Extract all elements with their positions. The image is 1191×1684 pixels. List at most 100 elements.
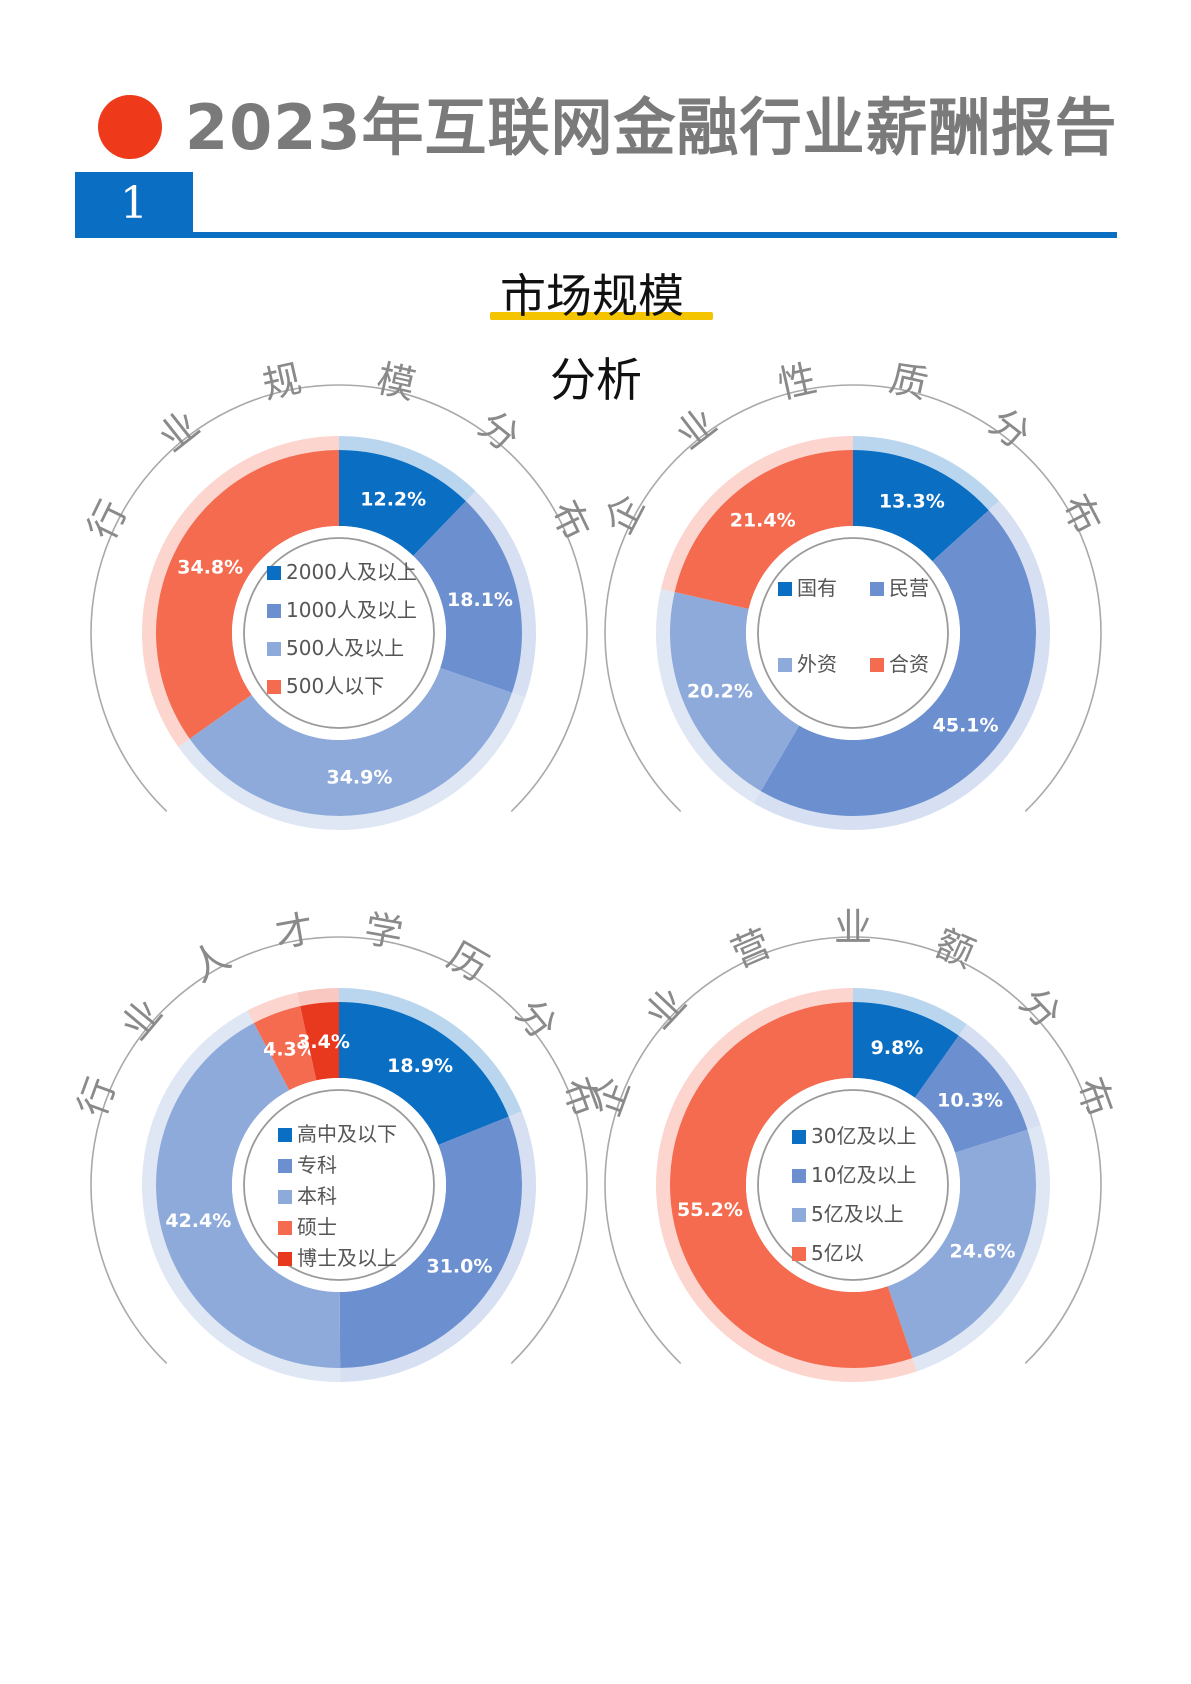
donut-segment-1 [853, 450, 989, 562]
chart-title-char: 业 [637, 979, 695, 1037]
legend-item: 硕士 [278, 1215, 337, 1239]
legend-label: 10亿及以上 [811, 1163, 916, 1187]
donut-segment-4 [253, 1006, 317, 1091]
legend-swatch [278, 1159, 292, 1173]
donut-chart-1: 12.2% 18.1% 34.9% 34.8% 2000人及以上 1000人及以上 500人… [79, 356, 599, 830]
legend-swatch [792, 1130, 806, 1144]
data-label: 20.2% [687, 681, 753, 703]
decorative-outer-arc [90, 936, 588, 1364]
data-label: 34.9% [326, 767, 392, 789]
donut-halo-segment [247, 992, 301, 1024]
legend-swatch [278, 1190, 292, 1204]
donut-segment-2 [914, 1035, 1028, 1153]
legend-label: 硕士 [297, 1215, 337, 1239]
legend-item: 博士及以上 [278, 1246, 397, 1270]
legend-label: 500人以下 [286, 674, 384, 698]
header-rule [75, 232, 1117, 238]
data-label: 42.4% [165, 1210, 231, 1232]
legend-item: 1000人及以上 [267, 598, 417, 622]
legend-swatch [792, 1169, 806, 1183]
legend-swatch [792, 1247, 806, 1261]
chart-title-char: 布 [1053, 487, 1110, 541]
donut-chart-4: 9.8%10.3%24.6%55.2%30亿及以上10亿及以上5亿及以上5亿以企… [584, 906, 1122, 1382]
data-label: 9.8% [871, 1037, 924, 1059]
data-label: 12.2% [360, 489, 426, 511]
legend-label: 民营 [889, 576, 929, 600]
legend-swatch [278, 1221, 292, 1235]
data-label: 4.3% [263, 1039, 316, 1061]
inner-ring-outline [243, 537, 435, 729]
data-label: 55.2% [677, 1199, 743, 1221]
chart-title-char: 人 [183, 933, 238, 990]
chart-title-char: 模 [373, 356, 420, 407]
decorative-outer-arc [90, 384, 588, 812]
legend-item: 本科 [278, 1184, 337, 1208]
inner-ring-outline [243, 1089, 435, 1281]
legend-item: 30亿及以上 [792, 1124, 916, 1148]
section-title-underline [490, 312, 713, 320]
chart-title-char: 行 [70, 1072, 124, 1123]
legend-item: 合资 [870, 652, 929, 676]
chart-title-char: 才 [272, 906, 317, 956]
chart-title-char: 分 [981, 400, 1038, 458]
legend-item: 5亿以 [792, 1241, 864, 1265]
donut-hole [232, 526, 446, 740]
legend-swatch [278, 1252, 292, 1266]
legend-label: 博士及以上 [297, 1246, 397, 1270]
page-number-badge: 1 [75, 172, 193, 236]
donut-halo-segment [958, 1024, 1041, 1130]
legend-label: 500人及以上 [286, 636, 404, 660]
decorative-outer-arc [604, 384, 1102, 812]
section-title: 市场规模 [500, 269, 684, 323]
report-title: 2023年互联网金融行业薪酬报告 [185, 91, 1118, 164]
chart-title-char: 分 [470, 402, 527, 460]
legend-label: 本科 [297, 1184, 337, 1208]
chart-title-char: 行 [79, 493, 135, 546]
legend-item: 2000人及以上 [267, 560, 417, 584]
chart-title-char: 历 [440, 933, 495, 990]
donut-segment-5 [300, 1002, 339, 1081]
legend-swatch [870, 658, 884, 672]
legend-item: 高中及以下 [278, 1122, 397, 1146]
chart-title-char: 分 [1011, 979, 1069, 1037]
chart-title-char: 质 [885, 356, 932, 407]
legend-swatch [278, 1128, 292, 1142]
legend-swatch [267, 642, 281, 656]
header-bullet-dot [98, 95, 162, 159]
legend-swatch [267, 566, 281, 580]
legend-label: 30亿及以上 [811, 1124, 916, 1148]
donut-halo-segment [297, 988, 339, 1007]
chart-title-char: 业 [668, 400, 725, 458]
donut-segment-4 [674, 450, 853, 610]
chart-title-char: 性 [774, 356, 821, 407]
legend-swatch [267, 680, 281, 694]
legend-item: 民营 [870, 576, 929, 600]
chart-title-char: 规 [259, 356, 306, 407]
donut-segment-3 [887, 1129, 1036, 1359]
donut-halo-segment [753, 500, 1050, 830]
donut-segment-3 [670, 591, 800, 792]
donut-segment-2 [413, 501, 522, 693]
legend-label: 5亿以 [811, 1241, 864, 1265]
chart-title-char: 分 [507, 991, 565, 1048]
chart-title-char: 业 [150, 402, 207, 460]
chart-title-char: 业 [834, 906, 872, 950]
donut-segment-4 [669, 1002, 913, 1368]
donut-segment-2 [760, 510, 1037, 816]
decorative-outer-arc [604, 936, 1102, 1364]
legend-item: 专科 [278, 1153, 337, 1177]
donut-segment-1 [339, 1002, 509, 1145]
donut-halo-segment [853, 436, 1000, 511]
legend-swatch [778, 658, 792, 672]
legend-label: 外资 [797, 652, 837, 676]
donut-halo-segment [661, 436, 853, 592]
legend-item: 5亿及以上 [792, 1202, 904, 1226]
legend-swatch [267, 604, 281, 618]
chart-title-char: 业 [113, 991, 171, 1048]
donut-segment-3 [156, 1023, 341, 1368]
data-label: 21.4% [730, 510, 796, 532]
legend-label: 高中及以下 [297, 1122, 397, 1146]
